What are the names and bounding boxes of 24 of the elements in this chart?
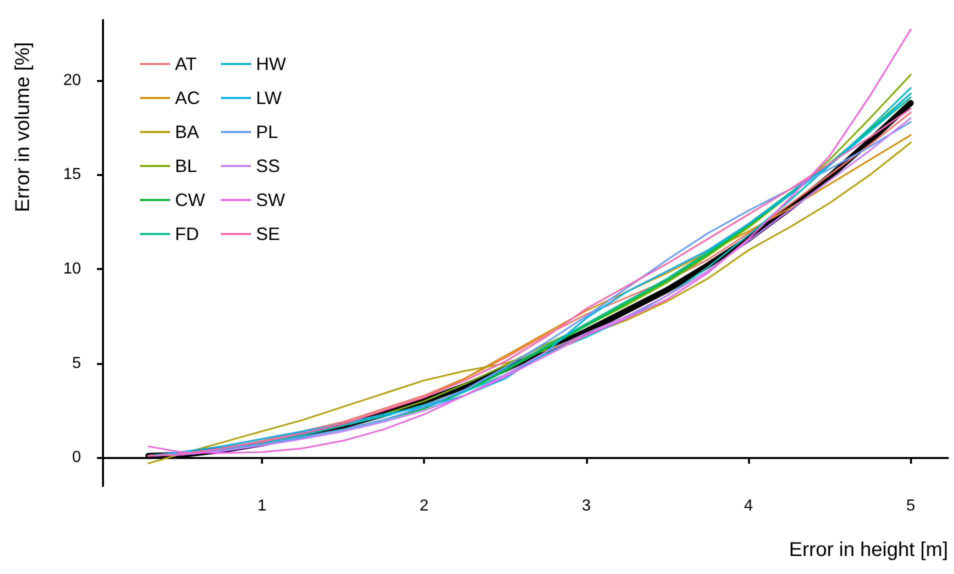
- legend-label: PL: [256, 122, 278, 142]
- legend-label: LW: [256, 88, 282, 108]
- legend-label: SE: [256, 224, 280, 244]
- legend-label: CW: [175, 190, 205, 210]
- y-tick-label: 5: [72, 354, 82, 372]
- x-tick-label: 4: [744, 498, 754, 514]
- y-tick-label: 15: [63, 166, 82, 184]
- x-tick-label: 2: [420, 498, 429, 514]
- y-tick-label: 10: [63, 260, 82, 278]
- y-tick-label: 0: [72, 449, 82, 466]
- legend-label: BL: [175, 156, 198, 176]
- legend-label: BA: [175, 122, 200, 142]
- legend-label: AC: [175, 88, 200, 108]
- legend-label: HW: [256, 54, 286, 74]
- x-tick-label: 3: [582, 498, 591, 514]
- legend-label: SW: [256, 190, 285, 210]
- y-tick-label: 20: [63, 72, 82, 89]
- legend-label: AT: [175, 54, 197, 74]
- x-axis-title: Error in height [m]: [789, 539, 948, 561]
- legend-label: FD: [175, 224, 199, 244]
- legend-label: SS: [256, 156, 280, 176]
- x-tick-label: 5: [906, 498, 916, 514]
- y-axis-title: Error in volume [%]: [12, 42, 34, 212]
- x-tick-label: 1: [257, 498, 266, 514]
